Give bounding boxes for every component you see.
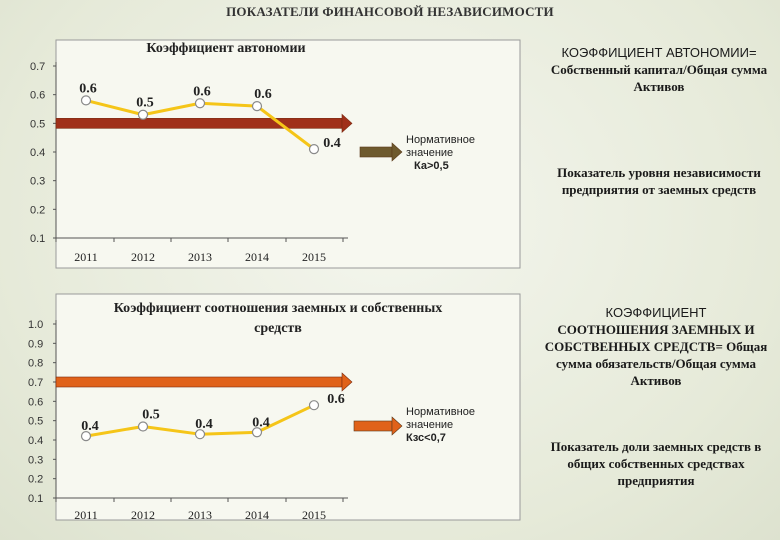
x-tick-label: 2014 bbox=[245, 250, 269, 264]
plot-frame bbox=[55, 293, 521, 521]
data-label: 0.6 bbox=[79, 81, 97, 96]
norm-text-autonomy: Нормативное значение Ка>0,5 bbox=[406, 134, 475, 173]
data-label: 0.4 bbox=[81, 419, 99, 434]
legend-arrow-head bbox=[391, 142, 403, 162]
legend-arrow-head bbox=[391, 416, 403, 436]
y-tick-label: 0.2 bbox=[28, 474, 43, 486]
chart-title: Коэффициент автономии bbox=[146, 41, 305, 56]
norm-line1: Нормативное bbox=[406, 134, 475, 146]
y-tick-label: 0.6 bbox=[28, 396, 43, 408]
norm-line2: значение bbox=[406, 147, 454, 159]
data-point bbox=[308, 144, 320, 155]
legend-arrow-shaft bbox=[353, 420, 393, 432]
x-tick-label: 2014 bbox=[245, 508, 269, 522]
data-point bbox=[308, 400, 320, 411]
x-tick-label: 2015 bbox=[302, 508, 326, 522]
data-label: 0.5 bbox=[136, 96, 154, 111]
data-label: 0.6 bbox=[193, 84, 211, 99]
legend-arrow-shaft bbox=[359, 146, 393, 158]
chart-title-line1: Коэффициент соотношения заемных и собств… bbox=[114, 301, 443, 316]
norm-arrow-shaft bbox=[55, 118, 343, 129]
norm-line1: Нормативное bbox=[406, 406, 475, 418]
norm-line2: значение bbox=[406, 419, 454, 431]
y-tick-label: 0.5 bbox=[28, 416, 43, 428]
debt-equity-description: Показатель доли заемных средств в общих … bbox=[550, 439, 762, 488]
y-tick-label: 0.6 bbox=[30, 90, 45, 102]
norm-arrow-shaft bbox=[55, 376, 343, 388]
data-label: 0.4 bbox=[195, 417, 213, 432]
norm-value: Ка>0,5 bbox=[414, 160, 449, 172]
x-tick-label: 2012 bbox=[131, 508, 155, 522]
y-tick-label: 0.4 bbox=[30, 147, 45, 159]
y-tick-label: 0.1 bbox=[28, 493, 43, 505]
norm-text-debt-equity: Нормативное значение Кзс<0,7 bbox=[406, 406, 475, 445]
debt-equity-formula-text: СООТНОШЕНИЯ ЗАЕМНЫХ И СОБСТВЕННЫХ СРЕДСТ… bbox=[544, 322, 768, 388]
data-label: 0.4 bbox=[252, 415, 270, 430]
data-point bbox=[251, 101, 263, 112]
norm-value: Кзс<0,7 bbox=[406, 432, 446, 444]
autonomy-description: Показатель уровня независимости предприя… bbox=[557, 165, 761, 197]
data-label: 0.5 bbox=[142, 407, 160, 422]
y-tick-label: 0.2 bbox=[30, 204, 45, 216]
x-tick-label: 2011 bbox=[74, 250, 98, 264]
x-tick-label: 2012 bbox=[131, 250, 155, 264]
chart-title-line2: средств bbox=[254, 321, 302, 336]
page-title: ПОКАЗАТЕЛИ ФИНАНСОВОЙ НЕЗАВИСИМОСТИ bbox=[226, 4, 554, 19]
y-tick-label: 0.7 bbox=[30, 61, 45, 73]
plot-frame bbox=[55, 39, 521, 269]
data-point bbox=[137, 421, 149, 432]
x-tick-label: 2013 bbox=[188, 250, 212, 264]
data-point bbox=[194, 429, 206, 440]
data-label: 0.6 bbox=[327, 392, 345, 407]
y-tick-label: 0.4 bbox=[28, 435, 43, 447]
y-tick-label: 0.8 bbox=[28, 358, 43, 370]
y-tick-label: 0.9 bbox=[28, 338, 43, 350]
x-tick-label: 2013 bbox=[188, 508, 212, 522]
y-tick-label: 1.0 bbox=[28, 319, 43, 331]
data-label: 0.6 bbox=[254, 87, 272, 102]
autonomy-formula-text: Собственный капитал/Общая сумма Активов bbox=[550, 62, 768, 94]
data-point bbox=[80, 431, 92, 442]
y-tick-label: 0.1 bbox=[30, 233, 45, 245]
x-tick-label: 2011 bbox=[74, 508, 98, 522]
y-tick-label: 0.3 bbox=[30, 176, 45, 188]
y-tick-label: 0.7 bbox=[28, 377, 43, 389]
data-point bbox=[251, 427, 263, 438]
x-tick-label: 2015 bbox=[302, 250, 326, 264]
norm-arrow-head bbox=[341, 113, 353, 134]
data-point bbox=[80, 95, 92, 106]
y-tick-label: 0.3 bbox=[28, 454, 43, 466]
data-point bbox=[137, 109, 149, 120]
autonomy-formula-heading: КОЭФФИЦИЕНТ АВТОНОМИИ= bbox=[561, 45, 757, 60]
data-label: 0.4 bbox=[323, 136, 341, 151]
data-point bbox=[194, 98, 206, 109]
y-tick-label: 0.5 bbox=[30, 118, 45, 130]
autonomy-formula-box: КОЭФФИЦИЕНТ АВТОНОМИИ= Собственный капит… bbox=[548, 44, 770, 95]
debt-equity-formula-box: КОЭФФИЦИЕНТ СООТНОШЕНИЯ ЗАЕМНЫХ И СОБСТВ… bbox=[540, 304, 772, 389]
norm-arrow-head bbox=[341, 372, 353, 392]
debt-equity-formula-heading: КОЭФФИЦИЕНТ bbox=[605, 305, 707, 320]
